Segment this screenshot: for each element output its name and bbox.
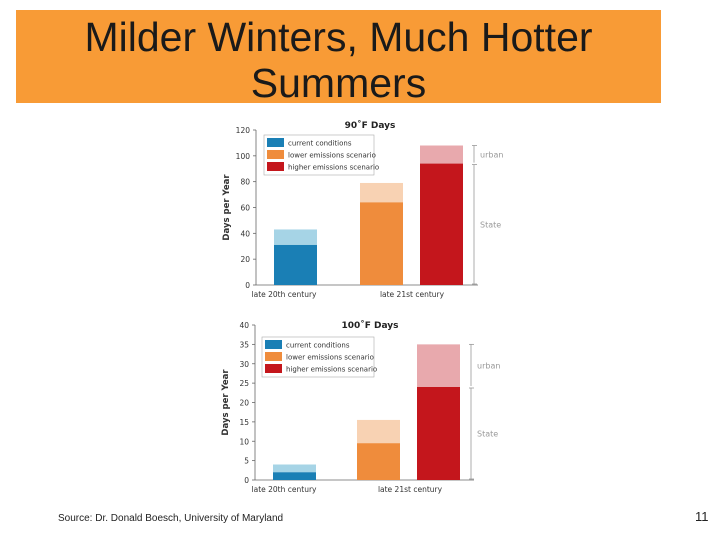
y-tick-label: 20 xyxy=(239,399,249,408)
legend-swatch xyxy=(265,352,282,361)
source-note: Source: Dr. Donald Boesch, University of… xyxy=(58,513,284,524)
y-tick-label: 100 xyxy=(236,152,251,161)
x-category-label: late 21st century xyxy=(378,485,443,494)
y-tick-label: 10 xyxy=(239,437,249,446)
bar-state xyxy=(420,163,463,285)
y-tick-label: 40 xyxy=(240,229,250,238)
bar-state xyxy=(273,472,316,480)
y-tick-label: 15 xyxy=(239,418,249,427)
y-tick-label: 0 xyxy=(244,476,249,485)
chart-title: 90˚F Days xyxy=(345,120,396,131)
legend-label: higher emissions scenario xyxy=(288,164,379,172)
legend-swatch xyxy=(265,364,282,373)
y-tick-label: 35 xyxy=(239,340,249,349)
y-tick-label: 80 xyxy=(240,178,250,187)
y-tick-label: 0 xyxy=(245,281,250,290)
bar-urban xyxy=(274,229,317,245)
bar-urban xyxy=(357,419,400,444)
legend-swatch xyxy=(267,138,284,147)
bar-urban xyxy=(273,464,316,473)
x-category-label: late 20th century xyxy=(252,485,318,494)
bar-urban xyxy=(417,344,460,387)
y-axis-label: Days per Year xyxy=(222,174,232,241)
title-bar: Milder Winters, Much Hotter Summers xyxy=(16,10,661,106)
legend-swatch xyxy=(267,150,284,159)
legend-label: higher emissions scenario xyxy=(286,366,377,374)
page-number: 11 xyxy=(695,509,709,524)
side-label-urban: urban xyxy=(480,151,503,160)
side-label-state: State xyxy=(480,220,501,229)
legend-label: lower emissions scenario xyxy=(288,152,376,160)
chart-90f-days: 0 20 40 60 80 100 120 Days per Year 90˚F Days lat… xyxy=(222,120,503,299)
y-tick-label: 60 xyxy=(240,204,250,213)
x-category-label: late 21st century xyxy=(380,290,445,299)
y-tick-label: 40 xyxy=(239,321,249,330)
y-tick-label: 20 xyxy=(240,255,250,264)
y-tick-label: 120 xyxy=(236,126,251,135)
bar-state xyxy=(360,202,403,285)
x-category-label: late 20th century xyxy=(252,290,318,299)
legend-swatch xyxy=(265,340,282,349)
bar-urban xyxy=(360,182,403,203)
bar-state xyxy=(417,387,460,480)
legend-swatch xyxy=(267,162,284,171)
side-label-urban: urban xyxy=(477,362,500,371)
y-tick-label: 30 xyxy=(239,360,249,369)
side-label-state: State xyxy=(477,430,498,439)
bar-urban xyxy=(420,145,463,164)
slide-title-line-1: Milder Winters, Much Hotter xyxy=(84,14,593,60)
bar-state xyxy=(357,443,400,480)
chart-title: 100˚F Days xyxy=(341,320,398,331)
legend-label: current conditions xyxy=(286,342,350,350)
slide-title: Milder Winters, Much Hotter Summers xyxy=(16,14,661,106)
bar-state xyxy=(274,244,317,285)
legend-label: current conditions xyxy=(288,140,352,148)
y-tick-label: 25 xyxy=(239,379,249,388)
slide-title-line-2: Summers xyxy=(250,60,427,106)
chart-100f-days: 0 5 10 15 20 25 30 35 40 Days per Year 100˚F Days l… xyxy=(221,320,500,494)
legend-label: lower emissions scenario xyxy=(286,354,374,362)
y-tick-label: 5 xyxy=(244,457,249,466)
y-axis-label: Days per Year xyxy=(221,369,231,436)
